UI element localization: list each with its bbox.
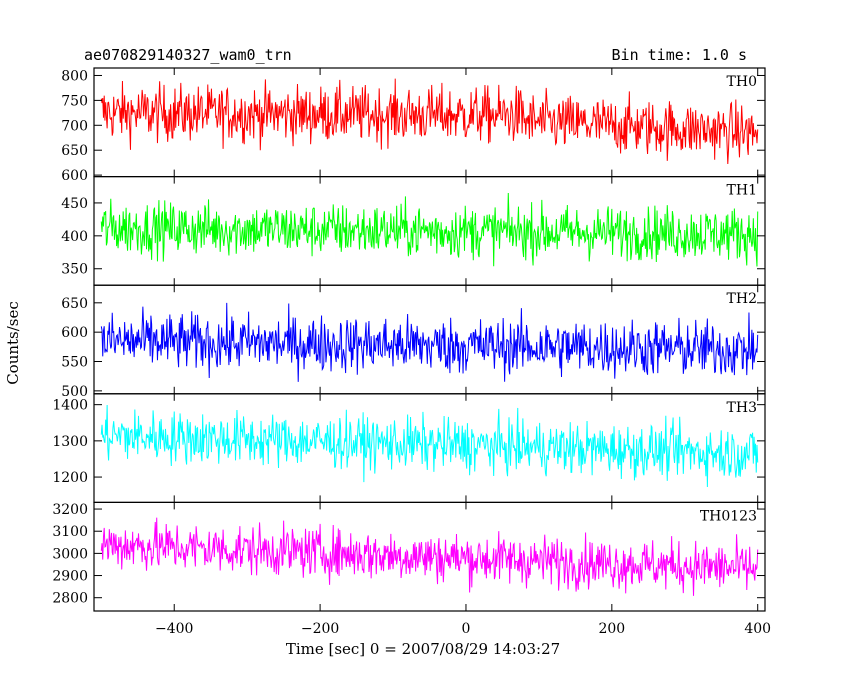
panel-th1: 350 400 450 TH1 [61,176,766,286]
panel-label: TH2 [727,291,757,307]
y-axis-title: Counts/sec [4,301,22,385]
y-tick-label: 2900 [52,569,88,585]
y-tick-label: 800 [61,68,88,84]
series-th0 [100,78,759,165]
panel-frame [93,501,766,612]
y-tick-label: 3000 [52,546,88,562]
y-tick-label: 3200 [52,502,88,518]
x-tick-label: −200 [301,621,339,637]
y-tick-label: 550 [61,355,88,371]
x-tick-label: −400 [155,621,193,637]
bin-time-label: Bin time: 1.0 s [612,46,747,64]
y-tick-label: 1200 [52,470,88,486]
panel-label: TH3 [727,400,757,416]
panel-th2: 500 550 600 650 TH2 [61,284,766,400]
x-tick-label: 0 [462,621,471,637]
y-tick-label: 650 [61,296,88,312]
panel-th0123: 2800 2900 3000 3100 3200 TH0123 [52,501,766,612]
series-th0123 [100,517,759,596]
y-tick-label: 350 [61,262,88,278]
panel-th3: 1200 1300 1400 TH3 [52,393,766,503]
y-tick-label: 450 [61,196,88,212]
y-tick-label: 3100 [52,524,88,540]
panel-label: TH1 [727,183,757,199]
y-tick-label: 700 [61,118,88,134]
y-tick-label: 750 [61,93,88,109]
y-tick-label: 1400 [52,398,88,414]
y-tick-label: 600 [61,325,88,341]
x-tick-label: 400 [744,621,771,637]
series-th3 [100,405,759,487]
series-th2 [100,302,759,382]
chart-title: ae070829140327_wam0_trn [84,46,292,64]
x-axis-title: Time [sec] 0 = 2007/08/29 14:03:27 [286,640,560,658]
y-tick-label: 400 [61,229,88,245]
x-tick-label: 200 [598,621,625,637]
y-tick-label: 2800 [52,591,88,607]
panel-label: TH0123 [700,508,757,524]
y-tick-label: 500 [61,384,88,400]
y-tick-label: 650 [61,143,88,159]
series-th1 [100,193,759,267]
y-tick-label: 1300 [52,434,88,450]
panel-th0: 600 650 700 750 800 TH0 [61,67,766,184]
panel-label: TH0 [727,74,757,90]
y-tick-label: 600 [61,168,88,184]
